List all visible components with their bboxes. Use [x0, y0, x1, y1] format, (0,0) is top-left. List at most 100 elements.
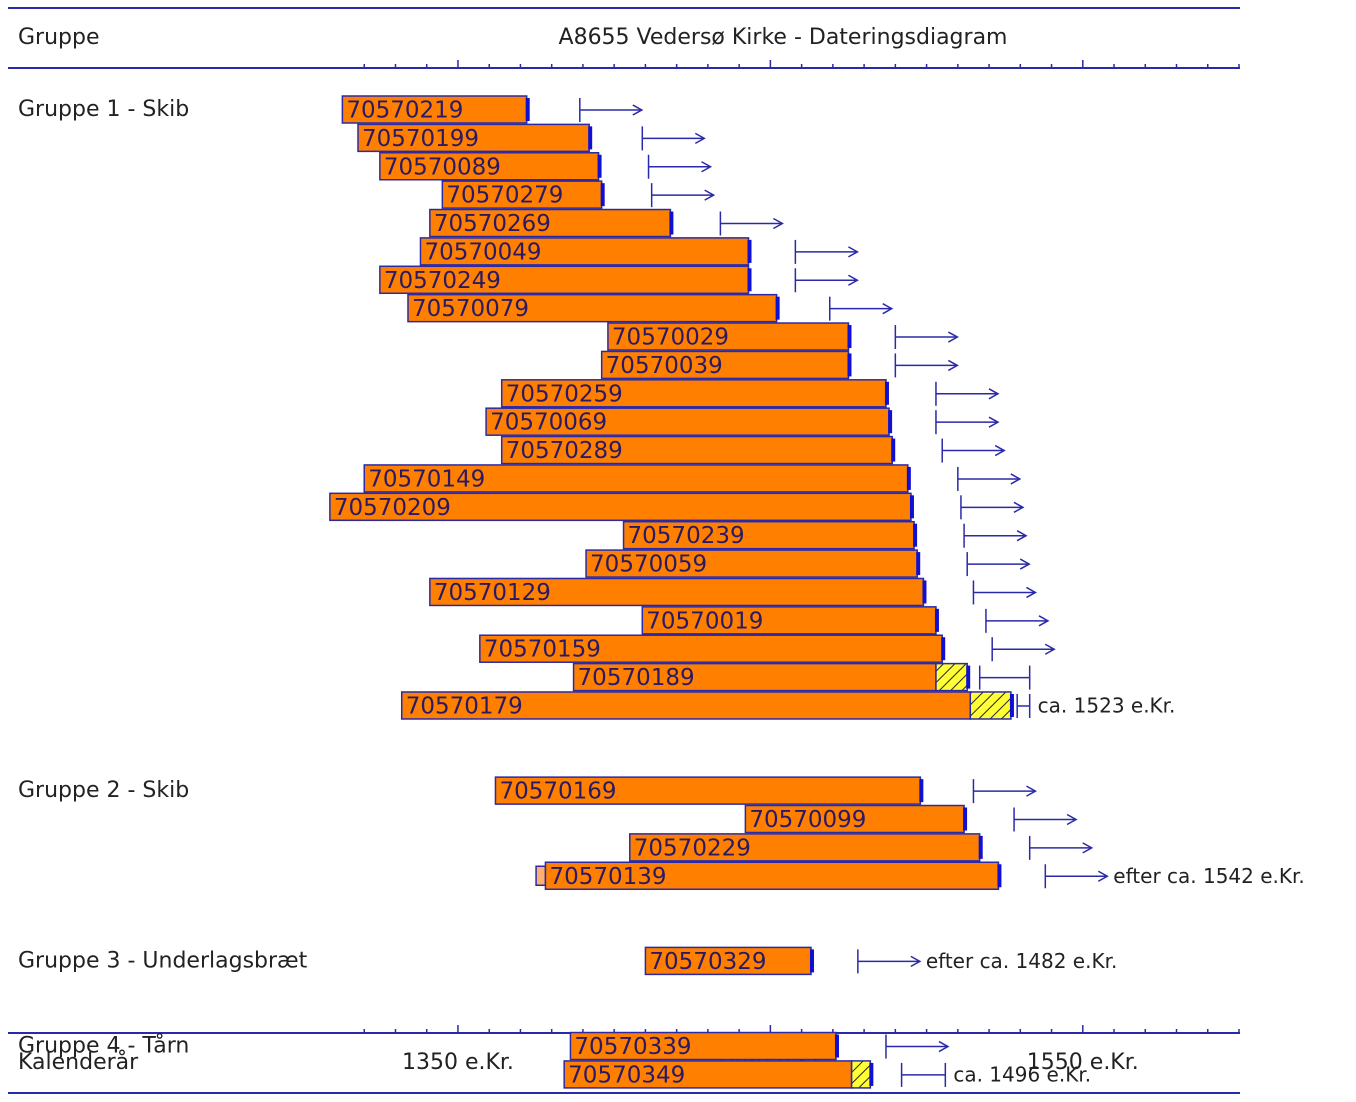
end-mark	[922, 580, 927, 604]
end-mark	[834, 1034, 839, 1058]
end-mark	[941, 637, 946, 661]
arrow-head	[910, 955, 922, 968]
sample-id: 70570289	[506, 438, 623, 464]
group-header: Gruppe	[18, 25, 100, 50]
ring-bar	[569, 1031, 837, 1061]
sample-id: 70570339	[574, 1034, 691, 1060]
arrow-head	[773, 217, 784, 230]
sample-id: 70570039	[606, 353, 723, 379]
ring-bar	[641, 606, 937, 635]
end-mark	[747, 268, 752, 292]
end-mark	[597, 154, 602, 178]
sample-id: 70570279	[446, 183, 563, 209]
sample-id: 70570149	[368, 466, 485, 492]
ring-bar	[607, 322, 850, 351]
arrow-head	[848, 246, 859, 258]
sample-id: 70570019	[646, 608, 763, 634]
arrow-head	[701, 161, 713, 173]
ring-bar	[419, 237, 750, 266]
end-mark	[669, 211, 674, 235]
end-mark	[919, 779, 924, 803]
end-mark	[916, 552, 921, 576]
sample-id: 70570059	[590, 552, 707, 578]
ring-bar	[485, 407, 890, 436]
sample-id: 70570139	[549, 864, 666, 890]
end-mark	[888, 410, 893, 434]
sample-id: 70570169	[499, 779, 616, 805]
group-label: Gruppe 2 - Skib	[18, 778, 189, 803]
arrow-head	[1066, 813, 1078, 826]
sample-id: 70570029	[612, 325, 729, 351]
sample-id: 70570179	[406, 693, 523, 719]
arrow-head	[1082, 842, 1094, 854]
end-mark	[775, 296, 780, 320]
ring-bar	[441, 180, 603, 209]
ring-bar	[429, 577, 925, 607]
end-mark	[934, 608, 939, 632]
end-mark	[891, 438, 896, 462]
arrow-head	[1019, 558, 1031, 570]
arrow-head	[988, 388, 1000, 400]
sample-id: 70570269	[434, 211, 551, 237]
unmeasured-bar	[535, 865, 547, 887]
end-mark	[600, 183, 605, 207]
arrow-head	[938, 1040, 950, 1053]
arrow-head	[1010, 473, 1022, 485]
end-mark	[997, 864, 1002, 888]
sample-id: 70570219	[346, 98, 463, 124]
sample-id: 70570209	[334, 495, 451, 521]
date-note: ca. 1496 e.Kr.	[953, 1062, 1091, 1086]
sapwood-bar	[969, 691, 1012, 720]
arrow-head	[882, 303, 894, 315]
arrow-head	[988, 416, 1000, 428]
date-note: ca. 1523 e.Kr.	[1038, 693, 1176, 717]
ring-bar	[379, 152, 600, 181]
end-mark	[747, 239, 752, 263]
ring-bar	[544, 861, 1000, 891]
end-mark	[913, 523, 918, 547]
arrow-head	[1097, 870, 1109, 882]
end-mark	[809, 949, 814, 973]
end-mark	[847, 325, 852, 349]
ring-bar	[585, 549, 918, 578]
sample-id: 70570049	[424, 239, 541, 265]
sample-id: 70570089	[384, 154, 501, 180]
arrow-head	[1044, 643, 1056, 655]
arrow-head	[632, 104, 644, 116]
sapwood-bar	[850, 1060, 872, 1089]
arrow-head	[1013, 501, 1025, 513]
x-axis-label: Kalenderår	[18, 1049, 139, 1075]
group-label: Gruppe 1 - Skib	[18, 97, 189, 122]
sample-id: 70570349	[568, 1062, 685, 1088]
end-mark	[588, 126, 593, 150]
sample-id: 70570249	[384, 268, 501, 294]
arrow-head	[947, 331, 959, 343]
ring-bar	[329, 492, 912, 522]
end-mark	[966, 665, 971, 689]
ring-bar	[479, 634, 943, 663]
arrow-head	[1026, 586, 1037, 599]
end-mark	[847, 353, 852, 377]
end-mark	[906, 466, 911, 490]
group-label: Gruppe 3 - Underlagsbræt	[18, 948, 308, 973]
arrow-head	[1016, 530, 1028, 542]
x-tick-label: 1350 e.Kr.	[402, 1050, 514, 1075]
sample-id: 70570159	[484, 637, 601, 663]
sample-id: 70570329	[649, 949, 766, 975]
sample-id: 70570189	[578, 665, 695, 691]
sample-id: 70570199	[362, 126, 479, 152]
sample-id: 70570129	[434, 580, 551, 606]
arrow-head	[1038, 615, 1050, 627]
arrow-head	[848, 274, 859, 286]
sample-id: 70570069	[490, 410, 607, 436]
date-note: efter ca. 1482 e.Kr.	[926, 949, 1117, 973]
ring-bar	[357, 123, 590, 153]
end-mark	[525, 98, 530, 121]
sample-id: 70570259	[506, 381, 623, 407]
end-mark	[869, 1062, 874, 1086]
end-mark	[963, 807, 968, 831]
arrow-head	[694, 132, 706, 145]
ring-bar	[500, 435, 893, 465]
end-mark	[978, 835, 983, 859]
